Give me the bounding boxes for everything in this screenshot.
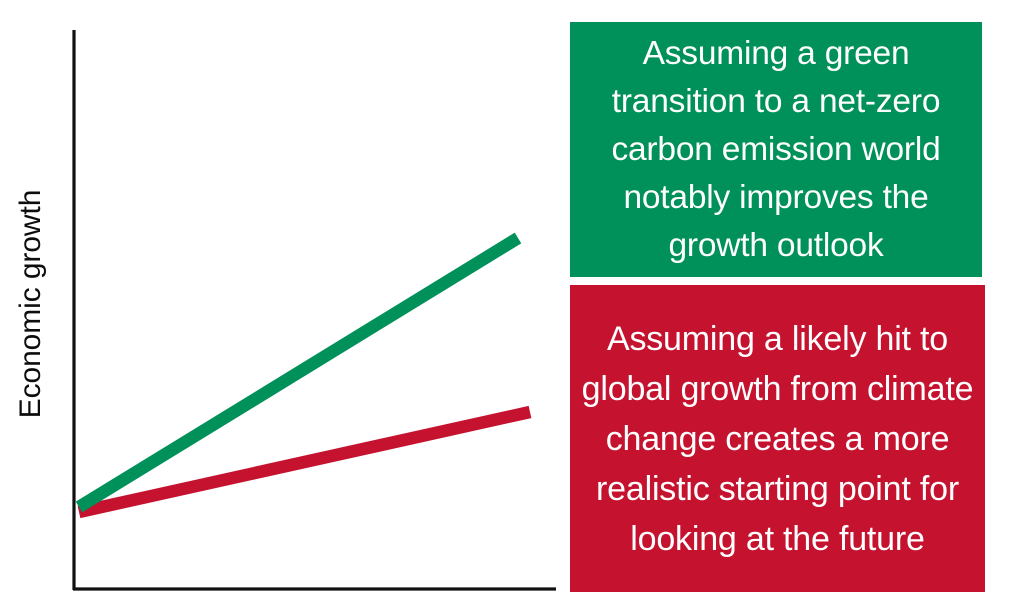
callout-climate-hit: Assuming a likely hit to global growth f…: [570, 285, 985, 592]
series-line-green-transition: [75, 232, 522, 513]
callout-green-text: Assuming a green transition to a net-zer…: [611, 34, 941, 264]
series-line-climate-hit: [77, 405, 532, 519]
callout-green-transition: Assuming a green transition to a net-zer…: [570, 22, 982, 277]
y-axis-label: Economic growth: [14, 189, 47, 419]
line-chart: Economic growth: [14, 30, 556, 591]
chart-plot-area: [72, 30, 556, 591]
callout-red-text: Assuming a likely hit to global growth f…: [581, 319, 974, 558]
